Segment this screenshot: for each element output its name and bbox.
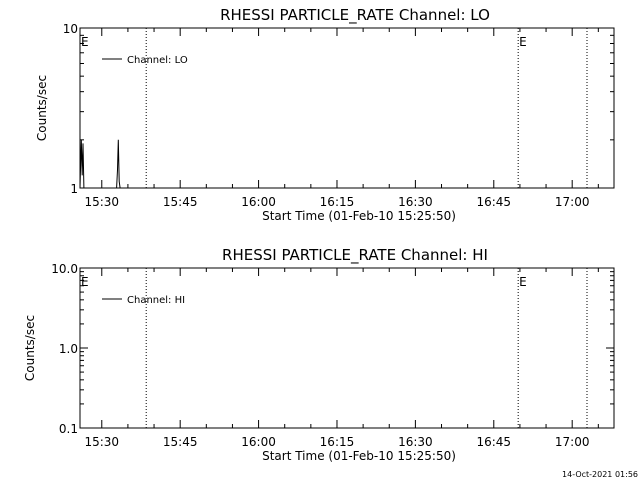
x-axis-label: Start Time (01-Feb-10 15:25:50) <box>262 209 456 223</box>
y-axis-label: Counts/sec <box>35 75 49 141</box>
x-axis-label: Start Time (01-Feb-10 15:25:50) <box>262 449 456 463</box>
x-tick-label: 16:45 <box>476 195 511 209</box>
x-tick-label: 16:30 <box>398 195 433 209</box>
x-tick-label: 16:45 <box>476 435 511 449</box>
chart-title: RHESSI PARTICLE_RATE Channel: HI <box>222 246 488 265</box>
x-tick-label: 15:45 <box>163 435 198 449</box>
y-axis-label: Counts/sec <box>23 315 37 381</box>
y-tick-label: 10 <box>63 22 78 36</box>
x-tick-label: 17:00 <box>555 195 590 209</box>
event-marker-label: E <box>519 35 527 49</box>
legend-label: Channel: LO <box>127 55 188 66</box>
x-tick-label: 15:30 <box>84 195 119 209</box>
y-tick-label: 1 <box>70 182 78 196</box>
y-tick-label: 1.0 <box>59 342 78 356</box>
x-tick-label: 16:15 <box>320 435 355 449</box>
x-tick-label: 17:00 <box>555 435 590 449</box>
y-tick-label: 10.0 <box>51 262 78 276</box>
x-tick-label: 15:45 <box>163 195 198 209</box>
plot-frame <box>79 267 615 429</box>
x-tick-label: 16:00 <box>241 435 276 449</box>
x-tick-label: 15:30 <box>84 435 119 449</box>
x-tick-label: 16:15 <box>320 195 355 209</box>
event-marker-label: E <box>81 275 89 289</box>
series-line <box>79 139 85 189</box>
chart-title: RHESSI PARTICLE_RATE Channel: LO <box>220 6 490 25</box>
x-tick-label: 16:30 <box>398 435 433 449</box>
series-line <box>116 139 121 189</box>
hi-channel-panel: RHESSI PARTICLE_RATE Channel: HI 0.1 1.0 10… <box>23 246 615 463</box>
event-marker-label: E <box>519 275 527 289</box>
generation-timestamp: 14-Oct-2021 01:56 <box>562 470 638 479</box>
legend-label: Channel: HI <box>127 295 185 306</box>
x-tick-label: 16:00 <box>241 195 276 209</box>
event-marker-label: E <box>81 35 89 49</box>
lo-channel-panel: RHESSI PARTICLE_RATE Channel: LO 1 10 15:30… <box>35 6 615 223</box>
plot-frame <box>79 27 615 189</box>
y-tick-label: 0.1 <box>59 422 78 436</box>
